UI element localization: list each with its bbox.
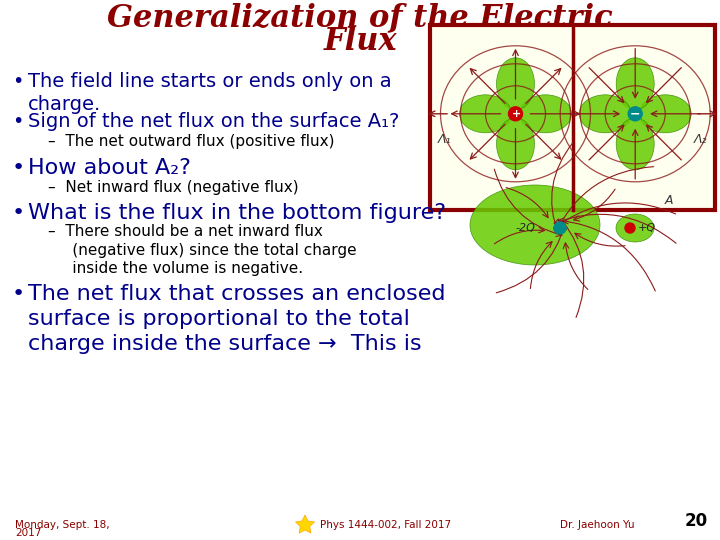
- Circle shape: [628, 107, 642, 121]
- Text: –  Net inward flux (negative flux): – Net inward flux (negative flux): [48, 180, 299, 195]
- Text: Dr. Jaehoon Yu: Dr. Jaehoon Yu: [560, 520, 634, 530]
- Text: •: •: [12, 72, 23, 91]
- Text: Flux: Flux: [323, 26, 397, 57]
- Text: +Q: +Q: [638, 223, 656, 233]
- Circle shape: [508, 107, 523, 121]
- Text: Generalization of the Electric: Generalization of the Electric: [107, 3, 613, 33]
- Ellipse shape: [616, 214, 654, 242]
- Circle shape: [625, 223, 635, 233]
- Ellipse shape: [616, 118, 654, 170]
- Text: –  There should be a net inward flux
     (negative flux) since the total charge: – There should be a net inward flux (neg…: [48, 224, 356, 276]
- Text: •: •: [12, 112, 23, 131]
- Text: How about A₂?: How about A₂?: [28, 158, 191, 178]
- Text: 20: 20: [685, 512, 708, 530]
- Text: +: +: [512, 109, 521, 119]
- Text: –  The net outward flux (positive flux): – The net outward flux (positive flux): [48, 134, 335, 149]
- Text: Phys 1444-002, Fall 2017: Phys 1444-002, Fall 2017: [320, 520, 451, 530]
- Text: The net flux that crosses an enclosed
surface is proportional to the total
charg: The net flux that crosses an enclosed su…: [28, 284, 446, 354]
- Text: Sign of the net flux on the surface A₁?: Sign of the net flux on the surface A₁?: [28, 112, 400, 131]
- Ellipse shape: [470, 185, 600, 265]
- Text: The field line starts or ends only on a
charge.: The field line starts or ends only on a …: [28, 72, 392, 114]
- Ellipse shape: [639, 95, 691, 133]
- Bar: [430, 25, 715, 210]
- Ellipse shape: [459, 95, 511, 133]
- Circle shape: [554, 222, 566, 234]
- Text: •: •: [12, 203, 25, 223]
- Ellipse shape: [579, 95, 631, 133]
- Text: •: •: [12, 158, 25, 178]
- Text: -2Q: -2Q: [515, 223, 535, 233]
- Ellipse shape: [616, 58, 654, 110]
- Text: 2017: 2017: [15, 528, 41, 538]
- Text: What is the flux in the bottom figure?: What is the flux in the bottom figure?: [28, 203, 446, 223]
- Text: Monday, Sept. 18,: Monday, Sept. 18,: [15, 520, 109, 530]
- Ellipse shape: [520, 95, 572, 133]
- Text: Λ₁: Λ₁: [438, 133, 451, 146]
- Ellipse shape: [497, 58, 534, 110]
- Text: −: −: [630, 107, 641, 120]
- Text: A: A: [665, 193, 673, 206]
- Ellipse shape: [497, 118, 534, 170]
- Text: •: •: [12, 284, 25, 304]
- Polygon shape: [295, 515, 315, 533]
- Text: Λ₂: Λ₂: [693, 133, 707, 146]
